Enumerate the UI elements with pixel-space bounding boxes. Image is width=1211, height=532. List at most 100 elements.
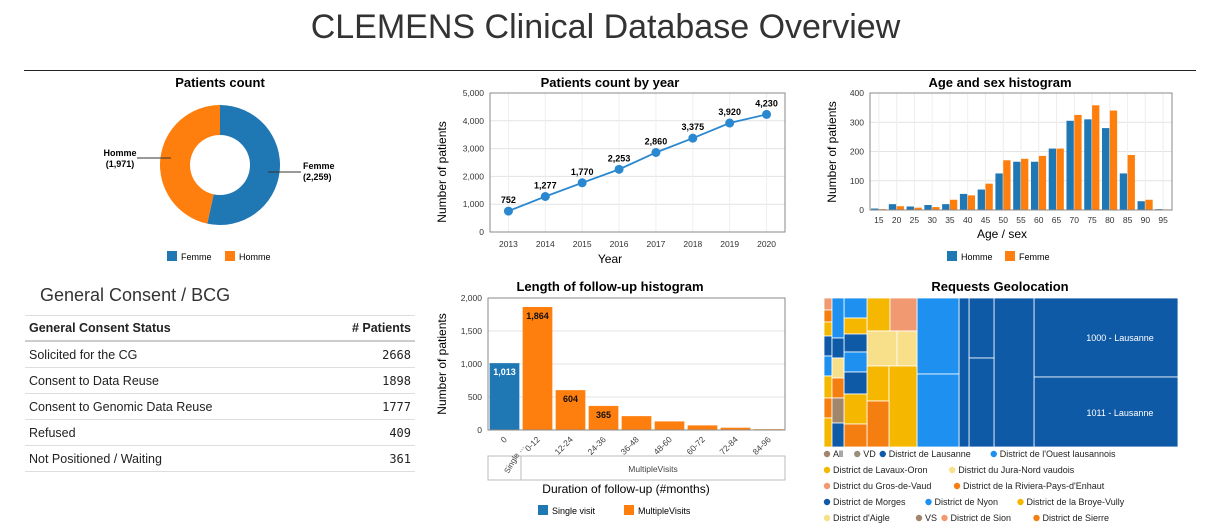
legend-label: District d'Aigle [833, 513, 890, 523]
legend-label: District de Nyon [935, 497, 999, 507]
treemap-label: 1000 - Lausanne [1086, 333, 1154, 343]
x-tick-label: 20 [892, 215, 902, 225]
treemap-cell [823, 417, 833, 448]
y-axis-label: Number of patients [825, 101, 839, 202]
bar-homme [1066, 120, 1074, 210]
x-tick-label: 95 [1158, 215, 1168, 225]
x-tick-label: 50 [999, 215, 1009, 225]
bar-femme [949, 199, 958, 210]
x-tick-label: 25 [910, 215, 920, 225]
legend-label: District de Sion [951, 513, 1012, 523]
legend-label: All [833, 449, 843, 459]
legend-dot [823, 450, 831, 458]
bar [720, 427, 751, 430]
y-tick-label: 500 [468, 392, 482, 402]
chart-title: Age and sex histogram [928, 75, 1071, 90]
legend-label: District de Lavaux-Oron [833, 465, 928, 475]
bar-femme [967, 195, 976, 210]
table-row: Not Positioned / Waiting 361 [25, 445, 415, 472]
legend-dot [990, 450, 997, 458]
row-value: 361 [313, 445, 415, 472]
chart-title: Requests Geolocation [931, 279, 1068, 294]
data-label: 1,277 [534, 180, 557, 190]
row-label: Consent to Genomic Data Reuse [25, 393, 314, 420]
bar-femme [1127, 155, 1135, 210]
slice-label: Femme (2,259) [303, 161, 335, 182]
bar-homme [1119, 173, 1128, 210]
x-tick-label: 0 [498, 434, 509, 445]
x-tick-label: 40 [963, 215, 973, 225]
bar-femme [1109, 110, 1118, 210]
x-tick-label: 65 [1052, 215, 1062, 225]
count-column-header: # Patients [313, 315, 415, 342]
legend-label: VS [925, 513, 937, 523]
bar-homme [1137, 201, 1145, 210]
geolocation-treemap: Requests Geolocation 1000 - Lausanne 1011… [823, 279, 1179, 523]
slice-label-line: (1,971) [106, 159, 135, 169]
bar [621, 416, 652, 430]
legend-label: District de la Broye-Vully [1027, 497, 1125, 507]
treemap-cell [866, 365, 890, 402]
group-axis-frame [487, 455, 786, 481]
data-point [688, 133, 698, 143]
treemap-cell [831, 422, 845, 448]
age-sex-chart: Age and sex histogram 0 100 200 300 400 15 20 2… [825, 75, 1173, 262]
data-label: 2,860 [645, 136, 668, 146]
bar-femme [1021, 158, 1029, 210]
legend-swatch [225, 251, 235, 261]
bar-homme [995, 173, 1003, 210]
treemap-cell [831, 357, 845, 379]
legend-label: Single visit [552, 506, 596, 516]
legend-label: District de Lausanne [889, 449, 971, 459]
treemap-cell [823, 297, 833, 311]
x-tick-label: 12-24 [552, 434, 575, 457]
data-label: 752 [501, 195, 516, 205]
y-tick-label: 3,000 [463, 144, 485, 154]
x-tick-label: 2014 [536, 239, 555, 249]
treemap-cell [968, 297, 995, 359]
x-tick-label: 80 [1105, 215, 1115, 225]
x-tick-label: 35 [945, 215, 955, 225]
x-axis-label: Duration of follow-up (#months) [542, 482, 709, 496]
x-tick-label: 70 [1070, 215, 1080, 225]
treemap-cell [889, 297, 918, 332]
legend-label: Homme [961, 252, 993, 262]
treemap-label: 1011 - Lausanne [1087, 408, 1154, 418]
y-tick-label: 200 [850, 147, 864, 157]
row-label: Solicited for the CG [25, 341, 314, 368]
bar-femme [932, 207, 940, 210]
status-column-header: General Consent Status [25, 315, 314, 342]
data-point [540, 191, 550, 201]
bar-homme [1030, 161, 1039, 210]
legend-dot [915, 514, 923, 522]
table-row: Solicited for the CG 2668 [25, 341, 415, 368]
plot-frame [869, 92, 1173, 211]
treemap-cell [823, 335, 833, 357]
x-tick-label: 2015 [573, 239, 592, 249]
treemap-cell [843, 423, 868, 448]
plot-frame [489, 92, 786, 233]
bar [588, 405, 619, 430]
treemap-cell [866, 297, 891, 332]
data-point [762, 109, 772, 119]
data-label: 1,864 [526, 311, 549, 321]
legend-swatch [947, 251, 957, 261]
x-tick-label: 2019 [720, 239, 739, 249]
table-row: Consent to Data Reuse 1898 [25, 367, 415, 394]
legend-swatch [1005, 251, 1015, 261]
y-tick-label: 2,000 [463, 171, 485, 181]
legend-label: VD [863, 449, 876, 459]
bar-homme [1013, 161, 1021, 210]
group-label: Single ... [502, 444, 525, 475]
slice-label-line: Femme [303, 161, 335, 171]
y-tick-label: 0 [479, 227, 484, 237]
table-row: Consent to Genomic Data Reuse 1777 [25, 393, 415, 420]
x-tick-label: 90 [1141, 215, 1151, 225]
bar-homme [942, 204, 950, 210]
bar-homme [1102, 128, 1110, 210]
data-label: 2,253 [608, 153, 631, 163]
x-tick-label: 55 [1016, 215, 1026, 225]
legend-dot [823, 514, 831, 522]
row-label: Consent to Data Reuse [25, 367, 314, 394]
patients-by-year-chart: Patients count by year 0 1,000 2,000 3,000 4… [435, 75, 786, 266]
